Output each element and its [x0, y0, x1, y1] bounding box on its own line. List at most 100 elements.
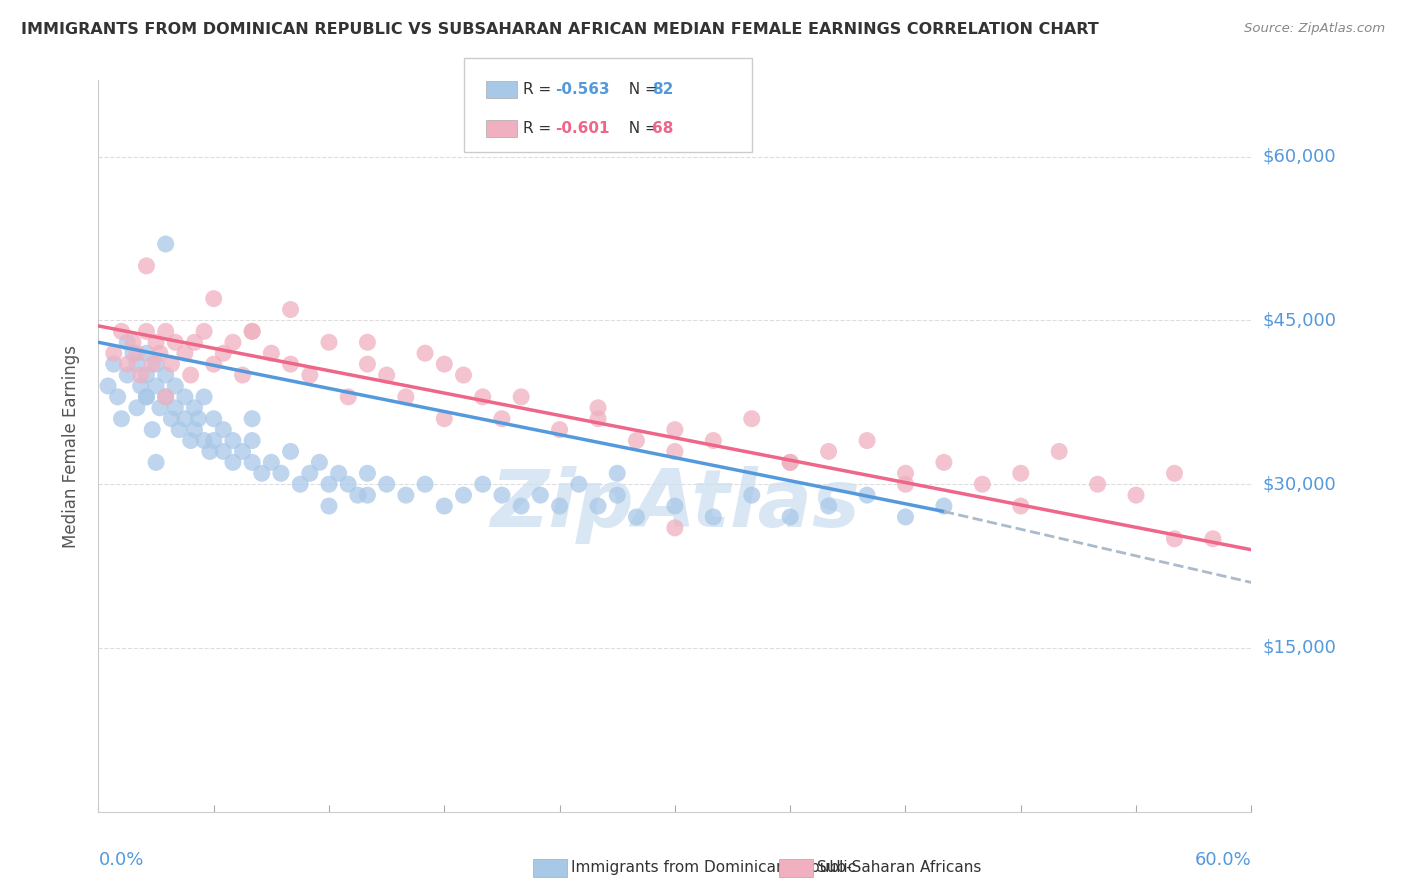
Point: [548, 499, 571, 513]
Point: [548, 423, 571, 437]
Text: 60.0%: 60.0%: [1195, 851, 1251, 869]
Point: [817, 444, 839, 458]
Point: [222, 335, 245, 350]
Point: [97, 379, 120, 393]
Point: [240, 411, 263, 425]
Point: [193, 434, 215, 448]
Point: [702, 434, 724, 448]
Point: [894, 477, 917, 491]
Point: [183, 401, 205, 415]
Point: [280, 302, 302, 317]
Y-axis label: Median Female Earnings: Median Female Earnings: [62, 344, 80, 548]
Text: 68: 68: [652, 121, 673, 136]
Text: IMMIGRANTS FROM DOMINICAN REPUBLIC VS SUBSAHARAN AFRICAN MEDIAN FEMALE EARNINGS : IMMIGRANTS FROM DOMINICAN REPUBLIC VS SU…: [21, 22, 1099, 37]
Point: [202, 411, 225, 425]
Point: [586, 401, 609, 415]
Point: [125, 346, 148, 360]
Point: [308, 455, 330, 469]
Point: [1125, 488, 1147, 502]
Point: [129, 379, 152, 393]
Point: [298, 467, 321, 481]
Point: [212, 444, 235, 458]
Text: $60,000: $60,000: [1263, 148, 1336, 166]
Point: [1163, 467, 1185, 481]
Point: [135, 390, 157, 404]
Point: [183, 335, 205, 350]
Point: [187, 411, 209, 425]
Point: [149, 346, 172, 360]
Text: 0.0%: 0.0%: [98, 851, 143, 869]
Point: [125, 357, 148, 371]
Point: [155, 368, 177, 382]
Point: [240, 434, 263, 448]
Point: [103, 346, 125, 360]
Point: [779, 455, 801, 469]
Point: [103, 357, 125, 371]
Point: [702, 510, 724, 524]
Point: [586, 411, 609, 425]
Point: [491, 488, 513, 502]
Point: [1202, 532, 1225, 546]
Point: [290, 477, 312, 491]
Point: [856, 434, 879, 448]
Point: [165, 335, 187, 350]
Text: $30,000: $30,000: [1263, 475, 1336, 493]
Point: [260, 455, 283, 469]
Point: [107, 390, 129, 404]
Point: [110, 324, 132, 338]
Text: -0.563: -0.563: [555, 82, 610, 97]
Point: [471, 477, 494, 491]
Point: [356, 467, 378, 481]
Point: [165, 379, 187, 393]
Point: [193, 324, 215, 338]
Point: [160, 411, 183, 425]
Point: [375, 368, 398, 382]
Point: [240, 455, 263, 469]
Point: [174, 346, 197, 360]
Point: [395, 488, 418, 502]
Point: [1087, 477, 1109, 491]
Point: [356, 335, 378, 350]
Point: [280, 444, 302, 458]
Point: [471, 390, 494, 404]
Text: ZipAtlas: ZipAtlas: [489, 466, 860, 543]
Point: [626, 510, 648, 524]
Text: Sub-Saharan Africans: Sub-Saharan Africans: [817, 860, 981, 874]
Text: Immigrants from Dominican Republic: Immigrants from Dominican Republic: [571, 860, 856, 874]
Point: [453, 368, 475, 382]
Point: [117, 335, 139, 350]
Point: [413, 477, 436, 491]
Point: [125, 401, 148, 415]
Point: [183, 423, 205, 437]
Point: [433, 357, 456, 371]
Point: [606, 467, 628, 481]
Point: [586, 499, 609, 513]
Point: [165, 401, 187, 415]
Point: [167, 423, 190, 437]
Point: [318, 477, 340, 491]
Point: [375, 477, 398, 491]
Point: [117, 357, 139, 371]
Point: [145, 335, 167, 350]
Point: [626, 434, 648, 448]
Point: [155, 390, 177, 404]
Point: [145, 455, 167, 469]
Point: [198, 444, 221, 458]
Point: [117, 368, 139, 382]
Point: [155, 324, 177, 338]
Point: [298, 368, 321, 382]
Point: [270, 467, 292, 481]
Point: [145, 357, 167, 371]
Point: [741, 411, 763, 425]
Point: [972, 477, 994, 491]
Point: [141, 357, 163, 371]
Point: [664, 521, 686, 535]
Text: N =: N =: [619, 121, 662, 136]
Point: [202, 434, 225, 448]
Point: [356, 357, 378, 371]
Point: [894, 467, 917, 481]
Point: [510, 390, 533, 404]
Point: [174, 411, 197, 425]
Point: [433, 499, 456, 513]
Point: [231, 368, 254, 382]
